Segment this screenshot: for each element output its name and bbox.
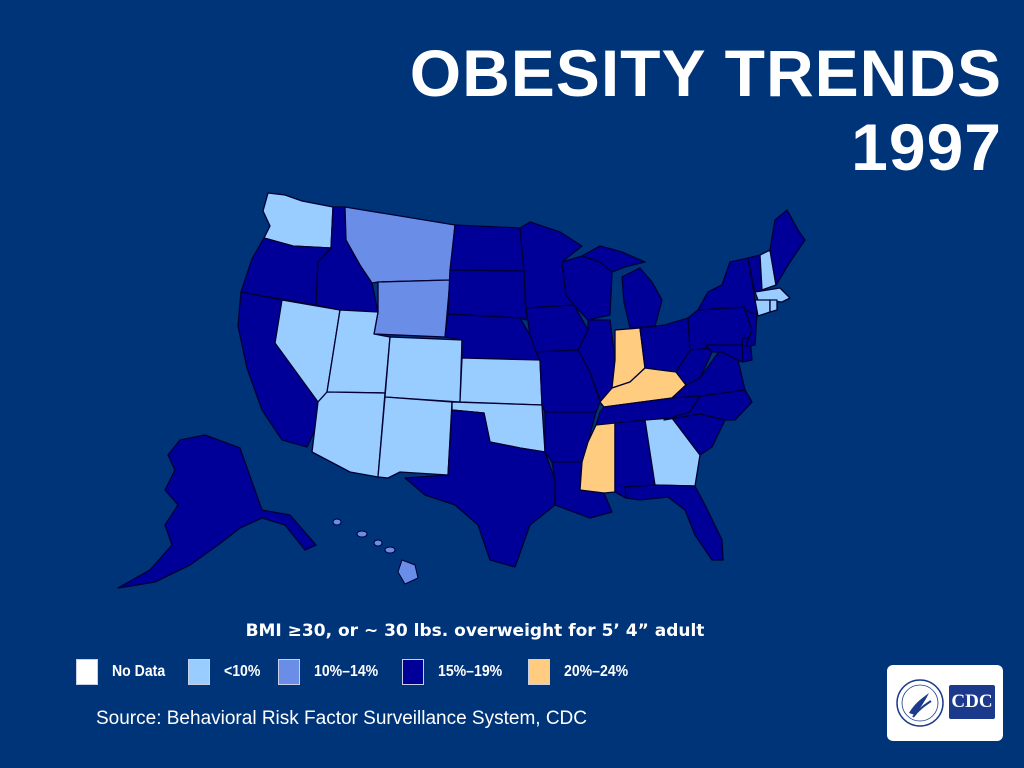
legend-label: 20%–24% <box>564 663 629 680</box>
legend-swatch <box>76 659 98 685</box>
legend-swatch <box>188 659 210 685</box>
state-south-dakota <box>447 269 527 321</box>
state-hawaii <box>332 518 419 585</box>
legend-swatch <box>402 659 424 685</box>
legend-label: <10% <box>224 663 261 680</box>
slide-title: OBESITY TRENDS 1997 <box>410 36 1002 184</box>
state-rhode-island <box>769 299 778 313</box>
state-north-carolina <box>663 389 753 421</box>
state-michigan-upper <box>581 245 646 273</box>
cdc-logo: CDC <box>887 665 1003 741</box>
state-texas <box>404 409 556 568</box>
state-new-york <box>697 257 759 316</box>
title-line-1: OBESITY TRENDS <box>409 36 1002 110</box>
hhs-seal-icon <box>896 679 944 727</box>
legend-label: 10%–14% <box>314 663 379 680</box>
state-florida <box>624 484 724 561</box>
state-maryland <box>704 344 746 363</box>
state-new-mexico <box>377 396 453 479</box>
state-arizona <box>311 391 386 478</box>
cdc-wordmark: CDC <box>949 685 995 719</box>
legend-label: No Data <box>112 663 166 680</box>
legend-swatch <box>278 659 300 685</box>
state-wyoming <box>373 279 451 338</box>
state-kansas <box>459 357 543 406</box>
state-maine <box>769 209 806 286</box>
legend-swatch <box>528 659 550 685</box>
state-north-dakota <box>449 224 525 272</box>
source-citation: Source: Behavioral Risk Factor Surveilla… <box>96 708 588 729</box>
bmi-definition: BMI ≥30, or ~ 30 lbs. overweight for 5’ … <box>245 621 705 641</box>
state-iowa <box>525 304 589 353</box>
legend-label: 15%–19% <box>438 663 503 680</box>
state-washington <box>262 192 334 249</box>
map-states <box>117 192 806 589</box>
state-massachusetts <box>754 287 791 303</box>
state-michigan <box>621 267 663 329</box>
state-colorado <box>384 336 463 403</box>
state-alaska <box>117 434 317 589</box>
state-connecticut <box>754 299 771 317</box>
title-line-2: 1997 <box>851 110 1002 184</box>
